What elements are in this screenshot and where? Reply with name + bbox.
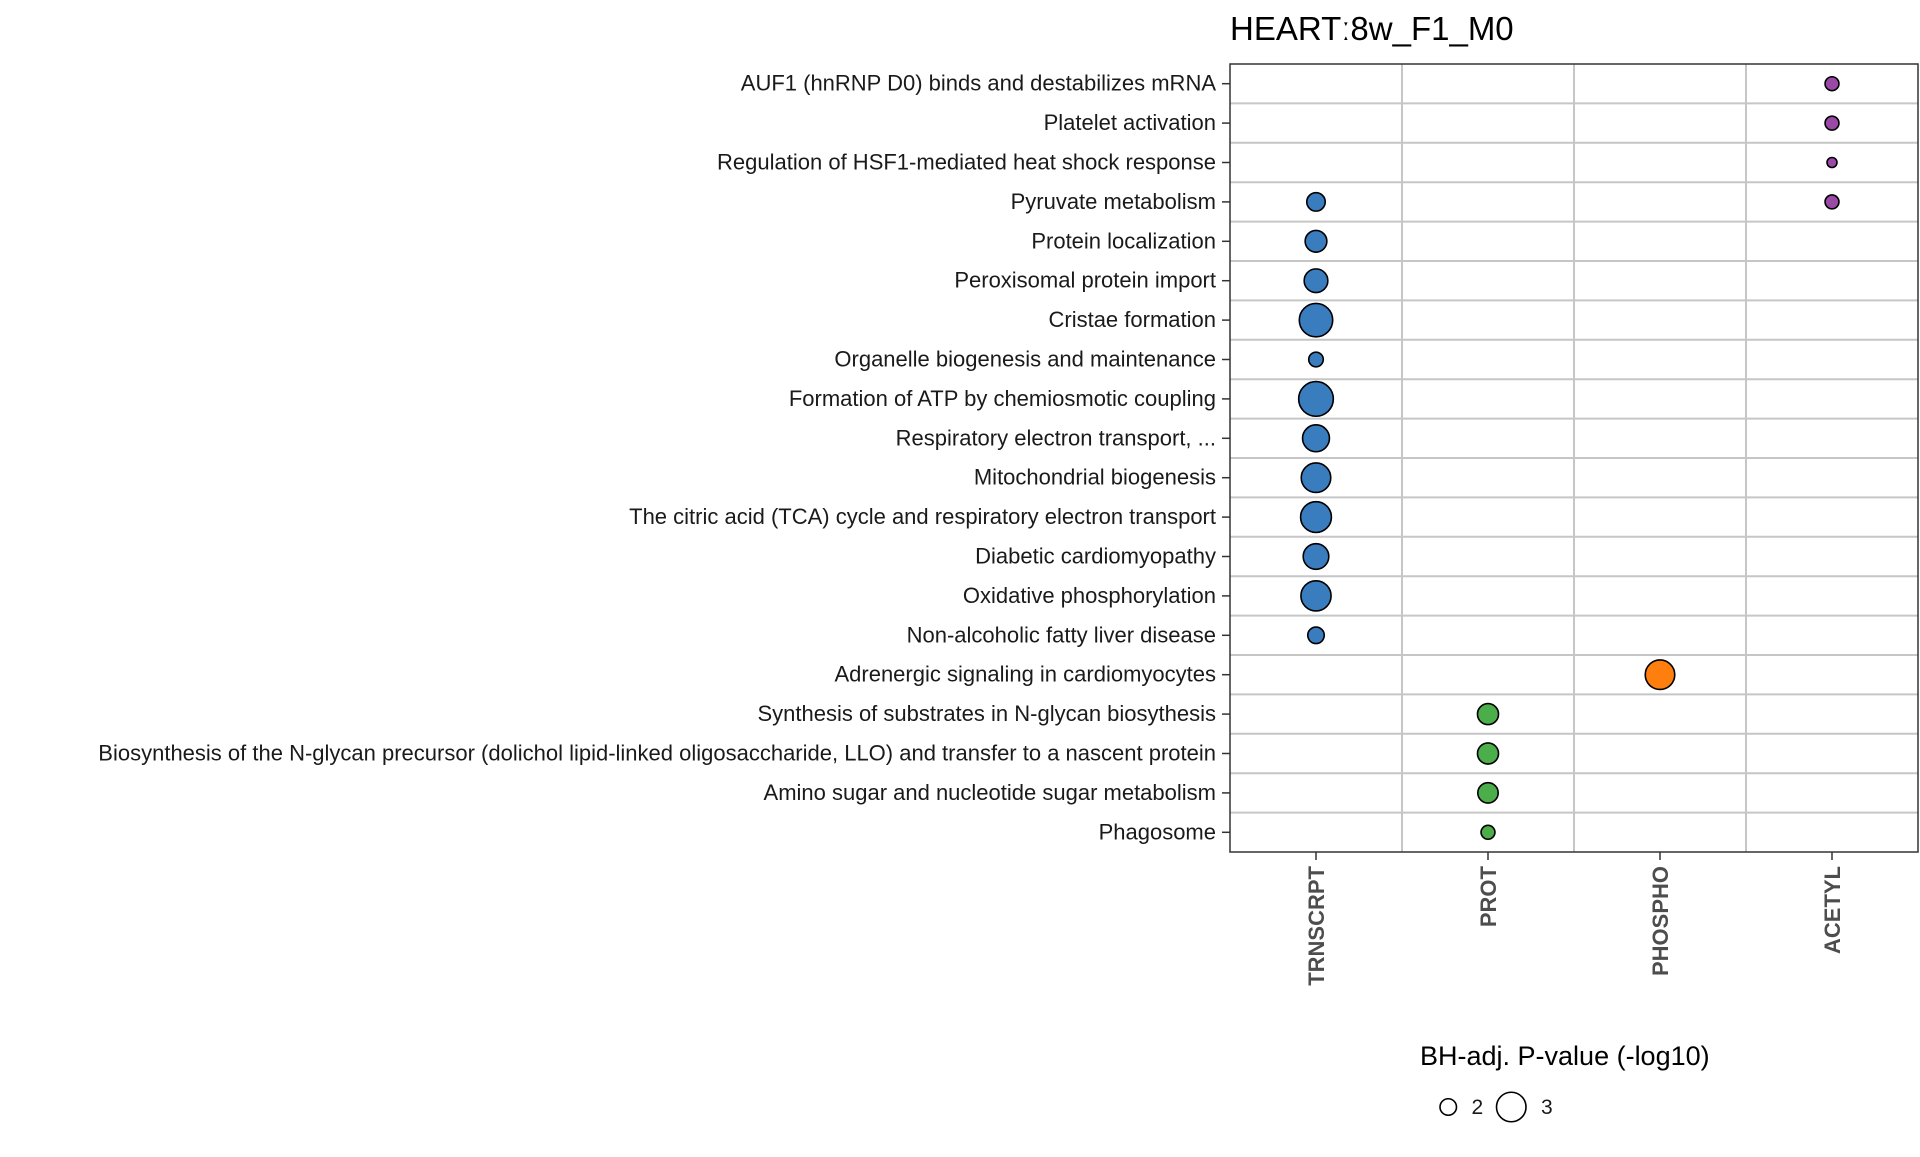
- bubble-trnscrpt-cristae-formation: [1298, 302, 1334, 338]
- legend: BH-adj. P-value (-log10) 2 3: [1420, 1041, 1710, 1123]
- bubble-prot-biosynthesis-of-the-n-glycan-precursor-dolichol-lipid-linked-oligosaccharide-llo-and-transfer-to-a-nascent-protein: [1476, 742, 1500, 765]
- row-label-phagosome: Phagosome: [1099, 819, 1216, 844]
- column-label-trnscrpt: TRNSCRPT: [1304, 865, 1329, 985]
- row-label-non-alcoholic-fatty-liver-disease: Non-alcoholic fatty liver disease: [907, 622, 1216, 647]
- row-label-protein-localization: Protein localization: [1031, 228, 1216, 253]
- row-label-amino-sugar-and-nucleotide-sugar-metabolism: Amino sugar and nucleotide sugar metabol…: [764, 780, 1216, 805]
- chart-title: HEARTː8w_F1_M0: [1230, 10, 1514, 47]
- bubble-prot-phagosome: [1480, 824, 1496, 841]
- bubble-trnscrpt-mitochondrial-biogenesis: [1300, 462, 1332, 494]
- legend-label-3: 3: [1541, 1096, 1553, 1119]
- bubble-acetyl-pyruvate-metabolism: [1824, 194, 1840, 210]
- row-label-cristae-formation: Cristae formation: [1048, 307, 1216, 332]
- row-label-organelle-biogenesis-and-maintenance: Organelle biogenesis and maintenance: [834, 347, 1216, 372]
- bubble-acetyl-platelet-activation: [1824, 115, 1840, 131]
- row-label-adrenergic-signaling-in-cardiomyocytes: Adrenergic signaling in cardiomyocytes: [834, 662, 1216, 687]
- bubble-trnscrpt-pyruvate-metabolism: [1305, 191, 1327, 212]
- row-label-diabetic-cardiomyopathy: Diabetic cardiomyopathy: [975, 544, 1216, 569]
- row-label-regulation-of-hsf1-mediated-heat-shock-response: Regulation of HSF1-mediated heat shock r…: [717, 150, 1216, 175]
- grid-layer: [1230, 64, 1918, 852]
- column-label-prot: PROT: [1476, 865, 1501, 927]
- row-label-mitochondrial-biogenesis: Mitochondrial biogenesis: [974, 465, 1216, 490]
- bubble-phospho-adrenergic-signaling-in-cardiomyocytes: [1644, 659, 1676, 691]
- bubble-acetyl-auf1-hnrnp-d0-binds-and-destabilizes-mrna: [1824, 75, 1840, 92]
- row-label-pyruvate-metabolism: Pyruvate metabolism: [1011, 189, 1216, 214]
- column-label-phospho: PHOSPHO: [1648, 866, 1673, 976]
- bubble-prot-synthesis-of-substrates-in-n-glycan-biosythesis: [1476, 702, 1500, 726]
- row-label-respiratory-electron-transport: Respiratory electron transport, ...: [896, 425, 1216, 450]
- row-label-peroxisomal-protein-import: Peroxisomal protein import: [954, 268, 1216, 293]
- bubble-trnscrpt-protein-localization: [1304, 229, 1328, 253]
- row-label-formation-of-atp-by-chemiosmotic-coupling: Formation of ATP by chemiosmotic couplin…: [789, 386, 1216, 411]
- row-label-oxidative-phosphorylation: Oxidative phosphorylation: [963, 583, 1216, 608]
- bubble-trnscrpt-non-alcoholic-fatty-liver-disease: [1306, 626, 1326, 645]
- bubble-trnscrpt-oxidative-phosphorylation: [1300, 580, 1332, 612]
- row-label-biosynthesis-of-the-n-glycan-precursor-dolichol-lipid-linked-oligosaccharide-llo-and-transfer-to-a-nascent-protein: Biosynthesis of the N-glycan precursor (…: [98, 741, 1216, 766]
- bubble-acetyl-regulation-of-hsf1-mediated-heat-shock-response: [1826, 156, 1838, 169]
- bubble-trnscrpt-diabetic-cardiomyopathy: [1302, 542, 1330, 571]
- legend-title: BH-adj. P-value (-log10): [1420, 1041, 1710, 1071]
- row-label-the-citric-acid-tca-cycle-and-respiratory-electron-transport: The citric acid (TCA) cycle and respirat…: [629, 504, 1216, 529]
- bubble-trnscrpt-the-citric-acid-tca-cycle-and-respiratory-electron-transport: [1299, 500, 1333, 534]
- legend-label-2: 2: [1472, 1096, 1484, 1119]
- bubble-trnscrpt-organelle-biogenesis-and-maintenance: [1307, 351, 1325, 368]
- bubble-prot-amino-sugar-and-nucleotide-sugar-metabolism: [1477, 781, 1500, 804]
- column-label-acetyl: ACETYL: [1820, 866, 1845, 954]
- row-label-platelet-activation: Platelet activation: [1044, 110, 1216, 135]
- legend-key-2: [1439, 1097, 1458, 1117]
- points-layer: [1297, 75, 1840, 841]
- axis-layer: AUF1 (hnRNP D0) binds and destabilizes m…: [98, 71, 1845, 986]
- panel-border: [1229, 63, 1919, 853]
- row-label-synthesis-of-substrates-in-n-glycan-biosythesis: Synthesis of substrates in N-glycan bios…: [757, 701, 1216, 726]
- row-label-auf1-hnrnp-d0-binds-and-destabilizes-mrna: AUF1 (hnRNP D0) binds and destabilizes m…: [741, 71, 1217, 96]
- legend-key-3: [1495, 1091, 1527, 1123]
- bubble-trnscrpt-peroxisomal-protein-import: [1303, 268, 1329, 294]
- bubble-trnscrpt-respiratory-electron-transport: [1301, 424, 1331, 453]
- bubble-trnscrpt-formation-of-atp-by-chemiosmotic-coupling: [1297, 380, 1335, 418]
